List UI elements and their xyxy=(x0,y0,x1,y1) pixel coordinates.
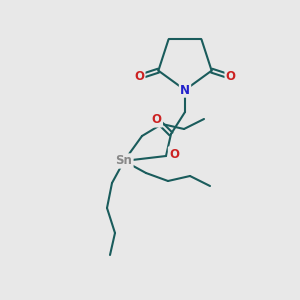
Text: O: O xyxy=(169,148,179,160)
Text: Sn: Sn xyxy=(116,154,132,167)
Text: O: O xyxy=(152,113,162,126)
Text: N: N xyxy=(180,83,190,97)
Text: O: O xyxy=(226,70,236,83)
Text: O: O xyxy=(134,70,144,83)
